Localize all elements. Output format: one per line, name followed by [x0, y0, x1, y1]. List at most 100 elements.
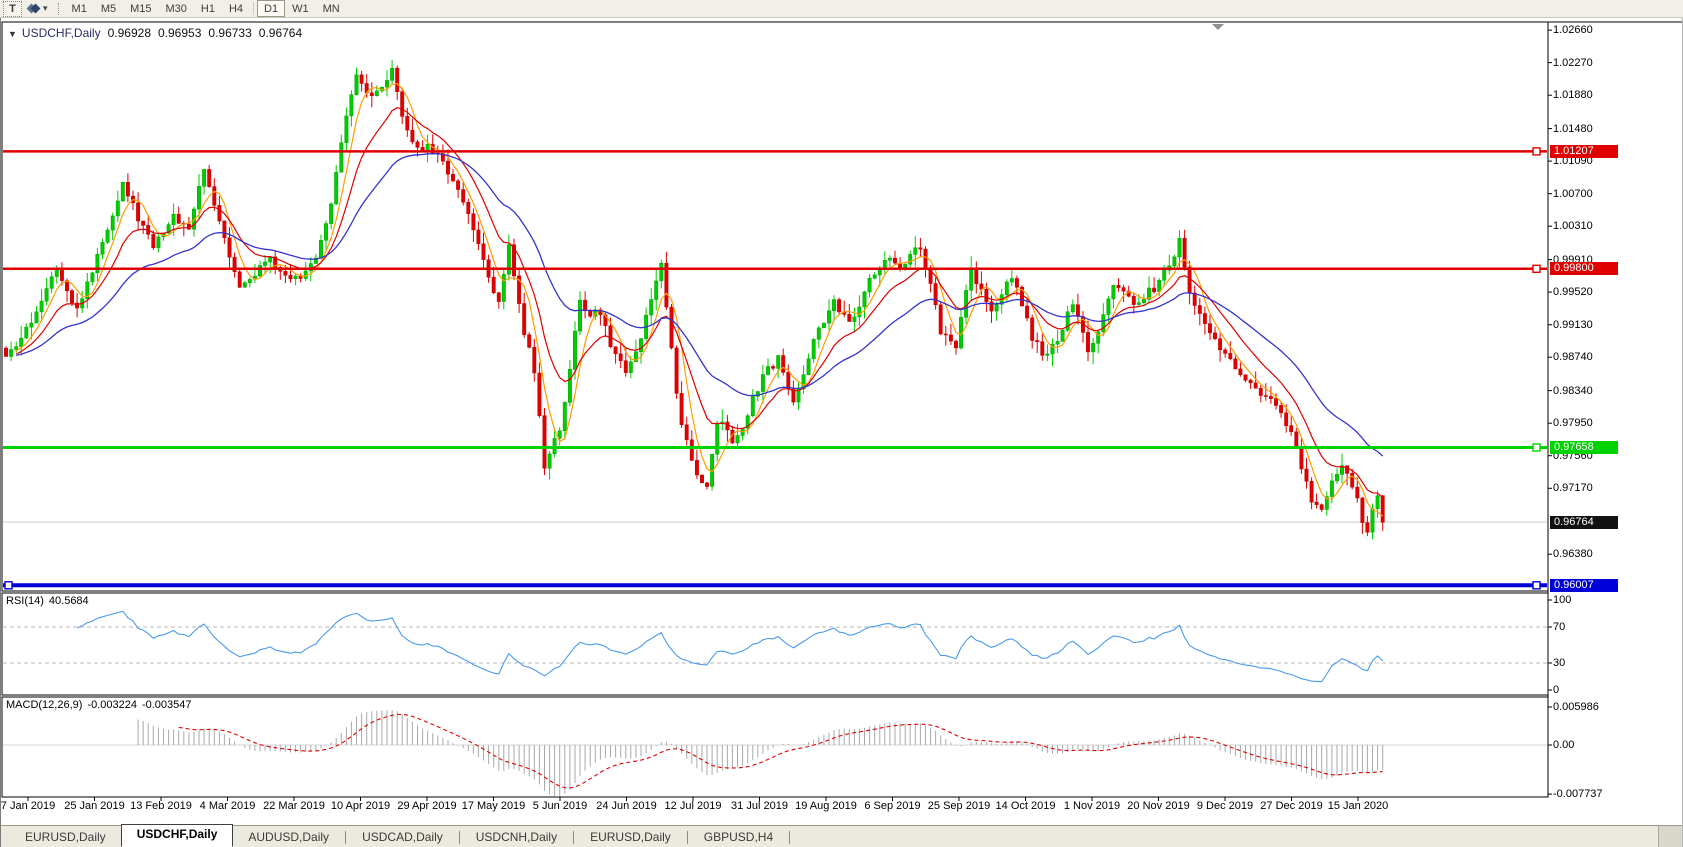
timeframe-button-mn[interactable]: MN [322, 2, 340, 15]
tab-divider [345, 831, 347, 844]
macd-value-2: -0.003547 [141, 699, 192, 711]
tab-divider [458, 831, 460, 844]
chart-tab-eurusd-daily[interactable]: EURUSD,Daily [25, 830, 106, 844]
chart-tabs-bar: EURUSD,Daily USDCHF,Daily AUDUSD,Daily USDC… [0, 824, 1683, 847]
rsi-tick-label: 100 [1553, 594, 1572, 606]
tab-divider [789, 831, 791, 844]
timeframe-button-m5[interactable]: M5 [100, 2, 117, 15]
macd-pane-label: MACD(12,26,9) -0.003224 -0.003547 [6, 699, 192, 711]
rsi-tick-label: 70 [1553, 621, 1566, 633]
price-tick-label: 1.02270 [1553, 56, 1593, 69]
chart-tab-gbpusd-h4[interactable]: GBPUSD,H4 [703, 830, 774, 844]
date-axis-label: 6 Sep 2019 [864, 800, 921, 812]
date-axis-label: 1 Nov 2019 [1063, 800, 1121, 812]
rsi-tick-label: 30 [1553, 657, 1566, 669]
date-axis-label: 31 Jul 2019 [731, 800, 788, 812]
ohlc-low: 0.96733 [208, 26, 252, 40]
price-tick-label: 0.97950 [1553, 417, 1593, 430]
date-axis-label: 25 Sep 2019 [927, 800, 991, 812]
macd-tick-label: -0.007737 [1553, 788, 1603, 801]
timeframe-button-m15[interactable]: M15 [130, 2, 152, 15]
main-chart-panel[interactable] [1, 21, 1549, 592]
chart-style-button[interactable]: ▾ [26, 2, 48, 16]
hline-0.99800[interactable] [3, 264, 1547, 273]
hline-0.97658[interactable] [3, 443, 1547, 452]
chart-tab-usdchf-daily[interactable]: USDCHF,Daily [120, 824, 234, 847]
current-price-badge: 0.96764 [1550, 515, 1618, 529]
timeframe-button-h1[interactable]: H1 [200, 2, 215, 15]
rsi-value: 40.5684 [48, 595, 89, 607]
tab-divider [573, 831, 575, 844]
price-tick-label: 1.01880 [1553, 89, 1593, 102]
top-toolbar: T ▾ M1 M5 M15 M30 H1 H4 D1 W1 MN [0, 0, 1683, 18]
chart-tab-eurusd-daily[interactable]: EURUSD,Daily [590, 830, 671, 844]
price-level-badge: 0.99800 [1550, 262, 1618, 276]
price-tick-label: 1.00700 [1553, 187, 1593, 200]
chart-tab-audusd-daily[interactable]: AUDUSD,Daily [248, 830, 330, 844]
hline-1.01207[interactable] [3, 147, 1547, 156]
price-tick-label: 1.02660 [1553, 24, 1593, 37]
date-axis-label: 27 Dec 2019 [1260, 800, 1323, 812]
tabbar-scroll-corner[interactable] [1658, 826, 1683, 847]
macd-label: MACD(12,26,9) [6, 699, 83, 711]
ohlc-open: 0.96928 [107, 26, 151, 40]
price-tick-label: 0.98740 [1553, 351, 1593, 364]
date-axis-label: 25 Jan 2019 [64, 800, 125, 812]
date-axis-label: 9 Dec 2019 [1196, 800, 1254, 812]
hline-0.96007[interactable] [3, 581, 1547, 590]
date-axis-label: 7 Jan 2019 [0, 800, 56, 812]
window-edge [0, 18, 1, 847]
price-tick-label: 0.97170 [1553, 482, 1593, 495]
timeframe-toolbar: M1 M5 M15 M30 H1 H4 D1 W1 MN [65, 0, 347, 17]
collapse-triangle-icon[interactable]: ▼ [8, 29, 17, 39]
date-axis-label: 20 Nov 2019 [1127, 800, 1190, 812]
date-axis-label: 13 Feb 2019 [130, 800, 192, 812]
text-tool-button[interactable]: T [3, 0, 22, 17]
timeframe-button-w1[interactable]: W1 [292, 2, 309, 15]
price-tick-label: 1.00310 [1553, 220, 1593, 233]
macd-tick-label: 0.00 [1553, 739, 1575, 751]
timeframe-button-d1[interactable]: D1 [257, 0, 286, 17]
date-axis-label: 15 Jan 2020 [1327, 800, 1389, 812]
chart-tab-usdcad-daily[interactable]: USDCAD,Daily [362, 830, 443, 844]
symbol-title: USDCHF,Daily [21, 26, 101, 40]
chart-title: ▼ USDCHF,Daily 0.96928 0.96953 0.96733 0.9676… [8, 26, 302, 40]
toolbar-grip[interactable] [57, 2, 59, 15]
dropdown-caret-icon[interactable]: ▾ [43, 3, 48, 13]
price-tick-label: 0.99130 [1553, 318, 1593, 331]
macd-value-1: -0.003224 [87, 699, 137, 711]
date-axis-label: 22 Mar 2019 [263, 800, 325, 812]
date-axis-label: 5 Jun 2019 [532, 800, 588, 812]
price-level-badge: 1.01207 [1550, 144, 1618, 158]
price-tick-label: 1.01480 [1553, 122, 1593, 135]
timeframe-button-h4[interactable]: H4 [228, 2, 244, 15]
date-axis-label: 10 Apr 2019 [330, 800, 391, 812]
rsi-levels [3, 626, 1547, 664]
price-level-badge: 0.97658 [1550, 441, 1618, 455]
date-axis-label: 14 Oct 2019 [995, 800, 1056, 812]
chart-tab-usdcnh-daily[interactable]: USDCNH,Daily [475, 830, 558, 844]
timeframe-button-m1[interactable]: M1 [71, 2, 87, 15]
toolbar-separator [253, 2, 255, 15]
macd-histogram [137, 709, 1384, 796]
ohlc-close: 0.96764 [258, 26, 303, 40]
date-axis-label: 4 Mar 2019 [199, 800, 256, 812]
price-tick-label: 0.96380 [1553, 548, 1593, 561]
tab-divider [686, 831, 688, 844]
rsi-tick-label: 0 [1553, 684, 1560, 696]
ohlc-high: 0.96953 [158, 26, 202, 40]
chart-shift-marker-icon[interactable] [1212, 24, 1224, 30]
price-tick-label: 0.98340 [1553, 384, 1593, 397]
date-axis-label: 17 May 2019 [461, 800, 526, 812]
price-level-badge: 0.96007 [1550, 578, 1618, 592]
date-axis-label: 12 Jul 2019 [664, 800, 722, 812]
rsi-label: RSI(14) [6, 595, 44, 607]
macd-signal-line [178, 713, 1383, 789]
price-tick-label: 1.01090 [1553, 155, 1593, 168]
timeframe-button-m30[interactable]: M30 [165, 2, 187, 15]
date-axis-label: 19 Aug 2019 [795, 800, 857, 812]
rsi-panel[interactable] [1, 592, 1549, 696]
rsi-pane-label: RSI(14) 40.5684 [6, 595, 89, 607]
macd-tick-label: 0.005986 [1553, 701, 1599, 714]
